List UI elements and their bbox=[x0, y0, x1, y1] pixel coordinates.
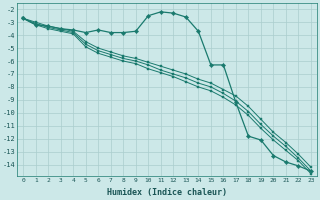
X-axis label: Humidex (Indice chaleur): Humidex (Indice chaleur) bbox=[107, 188, 227, 197]
